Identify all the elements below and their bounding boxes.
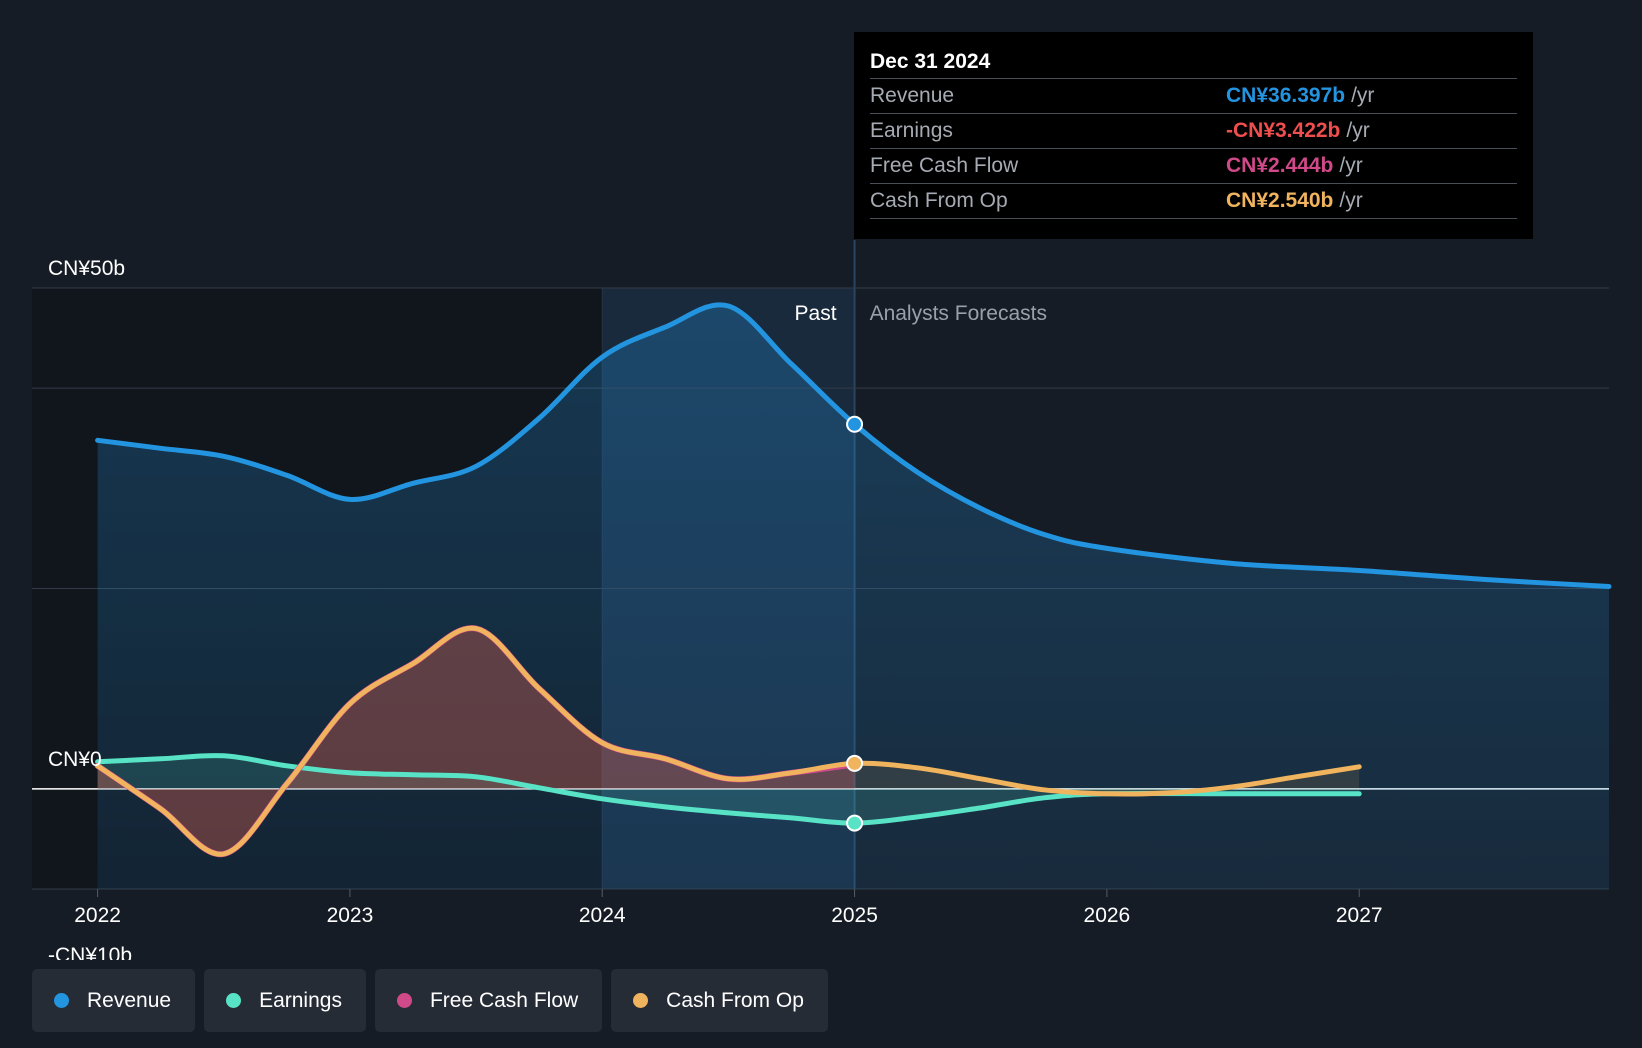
legend-dot-icon xyxy=(54,993,69,1008)
free-cash-flow-area xyxy=(97,628,855,855)
tooltip-value: CN¥36.397b xyxy=(1226,84,1346,107)
cash-from-op-line xyxy=(95,625,1362,857)
tooltip-value: -CN¥3.422b xyxy=(1226,119,1341,142)
forecast-label: Analysts Forecasts xyxy=(870,302,1047,325)
tooltip-row-cash-from-op: Cash From Op CN¥2.540b /yr xyxy=(870,183,1517,219)
tooltip-date: Dec 31 2024 xyxy=(870,50,991,73)
tooltip-label: Cash From Op xyxy=(870,189,1008,212)
tooltip: Dec 31 2024 Revenue CN¥36.397b /yr Earni… xyxy=(854,32,1533,239)
revenue-area xyxy=(97,304,1610,889)
earnings-marker xyxy=(846,814,864,832)
x-tick-label: 2023 xyxy=(327,904,374,927)
legend-item-free-cash-flow[interactable]: Free Cash Flow xyxy=(374,969,603,1032)
tooltip-row-revenue: Revenue CN¥36.397b /yr xyxy=(870,78,1517,113)
tooltip-unit: /yr xyxy=(1351,84,1375,107)
y-axis-label: CN¥50b xyxy=(48,257,125,280)
legend-label: Free Cash Flow xyxy=(429,988,579,1012)
x-tick-label: 2025 xyxy=(831,904,878,927)
tooltip-label: Revenue xyxy=(870,84,955,107)
past-label: Past xyxy=(795,302,837,325)
legend-label: Earnings xyxy=(259,988,342,1012)
tooltip-row-free-cash-flow: Free Cash Flow CN¥2.444b /yr xyxy=(870,148,1517,183)
x-tick-label: 2026 xyxy=(1084,904,1131,927)
tooltip-unit: /yr xyxy=(1346,119,1370,142)
revenue-line xyxy=(95,302,1612,589)
tooltip-row-earnings: Earnings -CN¥3.422b /yr xyxy=(870,113,1517,148)
x-tick-label: 2022 xyxy=(74,904,121,927)
legend-label: Revenue xyxy=(87,988,172,1012)
y-axis-label: -CN¥10b xyxy=(48,944,132,960)
tooltip-label: Earnings xyxy=(870,119,953,142)
revenue-marker xyxy=(846,415,864,433)
cash-from-op-area xyxy=(97,628,1360,855)
legend-dot-icon xyxy=(396,993,412,1008)
legend-item-cash-from-op[interactable]: Cash From Op xyxy=(611,969,828,1032)
tooltip-value: CN¥2.444b xyxy=(1226,154,1334,177)
x-tick-label: 2024 xyxy=(579,904,626,927)
x-tick-label: 2027 xyxy=(1336,904,1383,927)
earnings-area xyxy=(97,755,1360,824)
legend-item-revenue[interactable]: Revenue xyxy=(32,969,196,1032)
tooltip-label: Free Cash Flow xyxy=(870,154,1019,177)
tooltip-unit: /yr xyxy=(1339,189,1363,212)
legend-dot-icon xyxy=(633,993,649,1008)
legend-dot-icon xyxy=(226,993,242,1008)
cash-from-op-marker xyxy=(846,754,864,772)
y-axis-label: CN¥0 xyxy=(48,748,102,771)
tooltip-unit: /yr xyxy=(1339,154,1363,177)
legend-item-earnings[interactable]: Earnings xyxy=(204,969,366,1032)
chart: CN¥50b CN¥0 -CN¥10b 2022 2023 2024 2025 2026 202… xyxy=(32,240,1612,960)
legend-label: Cash From Op xyxy=(666,988,804,1012)
legend: Revenue Earnings Free Cash Flow Cash Fro… xyxy=(32,969,828,1032)
tooltip-value: CN¥2.540b xyxy=(1226,189,1334,212)
